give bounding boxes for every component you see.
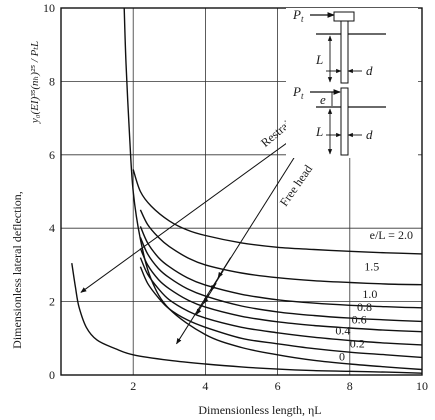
x-tick-label: 2 — [130, 379, 136, 393]
series-line — [139, 226, 423, 309]
free-head-tick-arrow — [195, 293, 210, 315]
x-tick-label: 10 — [416, 379, 428, 393]
y-tick-label: 8 — [49, 74, 55, 88]
inset-top-pile — [340, 20, 349, 84]
inset-bottom-pile — [340, 87, 349, 156]
series-line — [123, 7, 423, 371]
series-line — [132, 169, 423, 255]
inset-bottom-L-label: L — [315, 124, 323, 139]
series-line — [139, 266, 423, 359]
y-tick-label: 0 — [49, 368, 55, 382]
inset-top-L-label: L — [315, 52, 323, 67]
inset-bottom-e-label: e — [320, 92, 326, 107]
inset-bottom-pt-label: Pt — [292, 84, 304, 101]
y-tick-label: 2 — [49, 295, 55, 309]
series-line — [139, 257, 423, 346]
y-tick-label: 6 — [49, 148, 55, 162]
curve-label: 0.4 — [335, 324, 350, 338]
curve-label: 0.8 — [357, 300, 372, 314]
series-line — [139, 248, 423, 333]
inset-background — [286, 8, 418, 158]
curve-labels: e/L = 2.0 1.5 1.00.80.60.40.2 0 — [335, 228, 413, 363]
curve-label: 0.6 — [352, 313, 367, 327]
y-tick-labels: 0 2 4 6 8 10 — [43, 1, 55, 382]
series-line — [139, 237, 423, 323]
curve-label: e/L = 2.0 — [370, 228, 413, 242]
inset-top-pt-label: Pt — [292, 7, 304, 24]
curve-label: 1.5 — [364, 259, 379, 273]
curve-label: 0.2 — [350, 336, 365, 350]
y-axis-title: Dimensionless lateral deflection, — [10, 191, 24, 349]
x-axis-title: Dimensionless length, ηL — [198, 403, 321, 417]
x-tick-label: 8 — [347, 379, 353, 393]
inset-top-d-label: d — [366, 63, 373, 78]
inset-bottom-d-label: d — [366, 127, 373, 142]
inset-top-cap — [333, 11, 355, 22]
series-lines — [71, 7, 423, 374]
free-head-tick-arrow — [210, 270, 224, 292]
x-tick-label: 6 — [275, 379, 281, 393]
x-tick-labels: 2 4 6 8 10 — [130, 379, 428, 393]
curve-label: 1.0 — [362, 287, 377, 301]
series-line — [71, 262, 423, 374]
y-axis-expression: y₀(EI)³⁵(nₕ)²⁵ / PₜL — [29, 41, 41, 124]
pile-diagram-inset: Pt L d Pt e L d — [286, 7, 418, 158]
plot-frame — [60, 7, 423, 376]
x-tick-label: 4 — [202, 379, 208, 393]
free-head-tick-arrow — [217, 257, 232, 279]
curve-label: 0 — [339, 349, 345, 363]
annotation-label: Free head — [277, 162, 315, 209]
y-tick-label: 4 — [49, 221, 55, 235]
y-tick-label: 10 — [43, 1, 55, 15]
